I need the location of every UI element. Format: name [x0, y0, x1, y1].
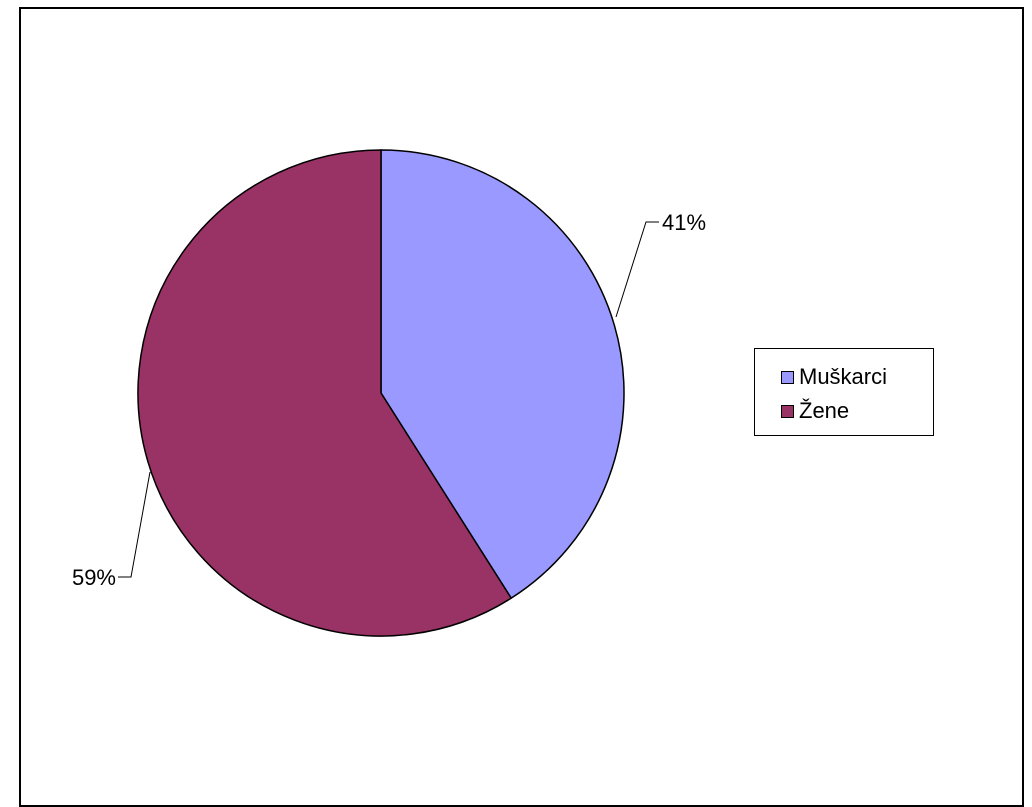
legend-label-zene: Žene	[799, 398, 850, 423]
legend-item-muskarci: Muškarci	[781, 362, 887, 392]
leader-line-zene	[118, 471, 151, 578]
data-labels: 41% 59%	[72, 210, 706, 590]
pie-slice-muskarci	[380, 149, 625, 600]
pie-slice-zene	[137, 149, 513, 637]
legend: Muškarci Žene	[754, 348, 934, 436]
legend-swatch-muskarci	[781, 370, 794, 384]
legend-label-muskarci: Muškarci	[799, 364, 888, 389]
legend-item-zene: Žene	[781, 396, 849, 426]
data-label-zene: 59%	[72, 565, 116, 590]
leader-line-muskarci	[615, 221, 659, 318]
pie-slices	[137, 149, 625, 637]
data-label-muskarci: 41%	[662, 210, 706, 235]
legend-swatch-zene	[781, 404, 794, 418]
leader-lines	[118, 221, 659, 578]
